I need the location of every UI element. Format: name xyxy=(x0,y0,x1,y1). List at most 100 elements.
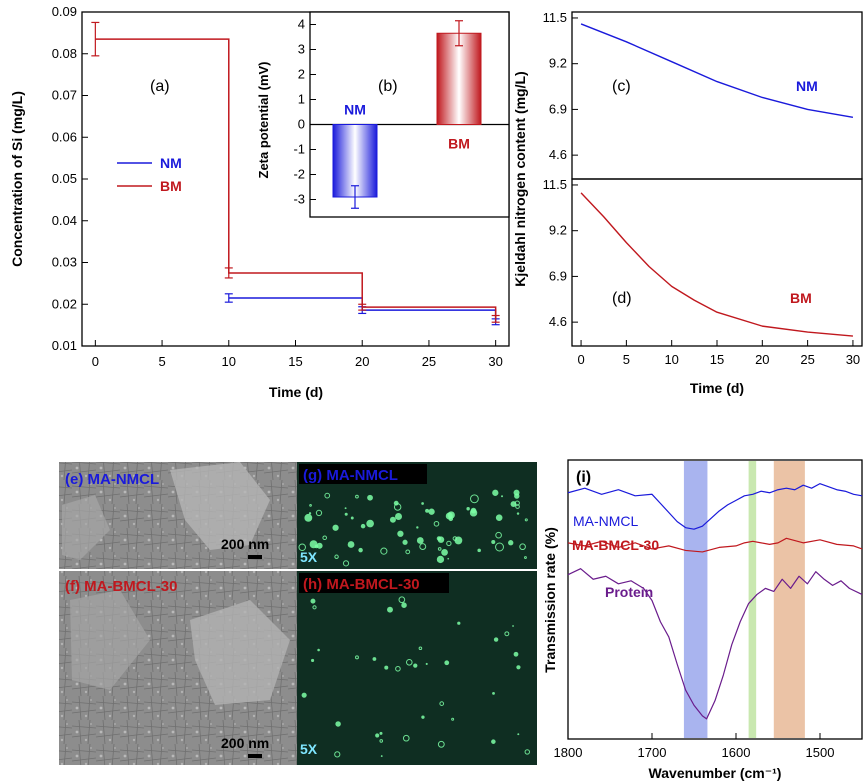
panel-h-label-bg xyxy=(299,573,449,593)
d-xtick-label: 0 xyxy=(577,352,584,367)
fluorescent-particle xyxy=(452,536,458,541)
panel-d-frame xyxy=(571,178,863,347)
panel-i-label: (i) xyxy=(576,469,591,486)
fluorescent-particle xyxy=(308,512,312,515)
panel-c: 4.6 6.9 9.2 11.5 (c) NM xyxy=(543,10,863,180)
fluorescent-particle xyxy=(436,555,445,564)
fluorescent-particle xyxy=(335,721,341,727)
d-series-line xyxy=(580,192,853,337)
fluorescent-particle xyxy=(312,605,317,610)
panel-a-series xyxy=(91,21,500,326)
panel-h-mag: 5X xyxy=(300,741,318,757)
fluorescent-particle xyxy=(395,665,401,672)
fluorescent-particle xyxy=(491,739,496,744)
b-bar-bm xyxy=(436,32,482,125)
fluorescent-particle xyxy=(501,495,504,498)
fluorescent-particle xyxy=(401,602,407,608)
panel-c-series-label: NM xyxy=(796,78,818,94)
fluorescent-particle xyxy=(510,501,517,508)
fluorescent-particle xyxy=(425,662,428,666)
fluorescent-particle xyxy=(451,717,455,721)
fluorescent-particle xyxy=(444,660,450,666)
fluorescent-particle xyxy=(304,513,313,522)
fluorescent-particle xyxy=(446,540,452,547)
panel-h-image xyxy=(297,571,537,765)
fluorescent-particle xyxy=(419,543,427,551)
fluorescent-particle xyxy=(310,598,316,604)
a-xtick-label: 5 xyxy=(158,354,165,369)
a-xtick-label: 30 xyxy=(488,354,502,369)
fluorescent-particle xyxy=(395,513,403,521)
c-ytick-label: 9.2 xyxy=(549,56,567,71)
fluorescent-particle xyxy=(493,637,499,642)
panel-g-mag: 5X xyxy=(300,549,318,565)
a-xtick-label: 10 xyxy=(222,354,236,369)
panel-d-xlabel: Time (d) xyxy=(690,380,744,396)
a-ytick-label: 0.09 xyxy=(52,4,77,19)
fluorescent-particle xyxy=(380,755,383,757)
panel-a-ylabel: Concentration of Si (mg/L) xyxy=(9,91,25,267)
fluorescent-particle xyxy=(405,659,413,666)
fluorescent-particle xyxy=(393,500,399,506)
b-ytick-label: 0 xyxy=(298,117,305,132)
fluorescent-particle xyxy=(316,542,323,549)
b-ytick-label: 3 xyxy=(298,42,305,57)
panel-i-x-ticks: 1800 1700 1600 1500 xyxy=(554,733,834,760)
panel-b-label: (b) xyxy=(378,78,398,95)
panel-g-label-bg xyxy=(299,464,427,484)
fluorescent-particle xyxy=(439,701,445,706)
fluorescent-particle xyxy=(524,749,531,755)
panel-f-scale-text: 200 nm xyxy=(221,735,269,751)
fluorescent-particle xyxy=(437,740,445,748)
fluorescent-particle xyxy=(425,508,430,513)
fluorescent-particle xyxy=(344,507,347,510)
panel-a-label: (a) xyxy=(150,78,170,95)
panel-i: 1800 1700 1600 1500 (i) MA-NMCL MA-BMCL-30 … xyxy=(542,459,863,781)
panel-g-dots xyxy=(298,489,528,567)
fluorescent-particle xyxy=(301,692,307,698)
panel-cd-ylabel: Kjeldahl nitrogen content (mg/L) xyxy=(512,71,528,286)
fluorescent-particle xyxy=(311,658,315,663)
panel-c-series xyxy=(580,23,854,119)
fluorescent-particle xyxy=(495,514,503,521)
fluorescent-particle xyxy=(516,665,521,670)
fluorescent-particle xyxy=(515,504,520,509)
a-ytick-label: 0.01 xyxy=(52,338,77,353)
fluorescent-particle xyxy=(457,621,461,625)
fluorescent-particle xyxy=(334,554,339,559)
fluorescent-particle xyxy=(470,494,479,504)
fluorescent-particle xyxy=(421,502,424,505)
fluorescent-particle xyxy=(492,489,499,496)
fluorescent-particle xyxy=(504,631,510,637)
i-series-line xyxy=(567,483,863,530)
fluorescent-particle xyxy=(389,516,396,523)
fluorescent-particle xyxy=(342,560,350,567)
fluorescent-particle xyxy=(358,547,363,553)
fluorescent-particle xyxy=(350,516,354,520)
fluorescent-particle xyxy=(298,543,306,552)
i-band xyxy=(683,461,708,738)
fluorescent-particle xyxy=(416,526,419,529)
panel-d-label: (d) xyxy=(612,290,632,307)
fluorescent-particle xyxy=(512,625,514,627)
fluorescent-particle xyxy=(428,508,435,515)
panel-e-sem: (e) MA-NMCL 200 nm xyxy=(59,462,297,569)
a-xtick-label: 0 xyxy=(92,354,99,369)
fluorescent-particle xyxy=(309,540,318,549)
fluorescent-particle xyxy=(355,655,359,660)
fluorescent-particle xyxy=(315,509,323,517)
b-ytick-label: 1 xyxy=(298,92,305,107)
d-xtick-label: 15 xyxy=(710,352,724,367)
a-ytick-label: 0.06 xyxy=(52,129,77,144)
a-ytick-label: 0.02 xyxy=(52,296,77,311)
fluorescent-particle xyxy=(355,494,359,499)
panel-e-particle-2 xyxy=(62,495,110,560)
fluorescent-particle xyxy=(492,692,495,695)
d-xtick-label: 10 xyxy=(664,352,678,367)
panel-b-ylabel: Zeta potential (mV) xyxy=(256,61,271,178)
fluorescent-particle xyxy=(372,657,377,661)
panel-i-bands xyxy=(683,461,805,738)
fluorescent-particle xyxy=(332,524,339,531)
panel-d-x-ticks: 0 5 10 15 20 25 30 xyxy=(577,340,860,367)
fluorescent-particle xyxy=(398,596,406,604)
